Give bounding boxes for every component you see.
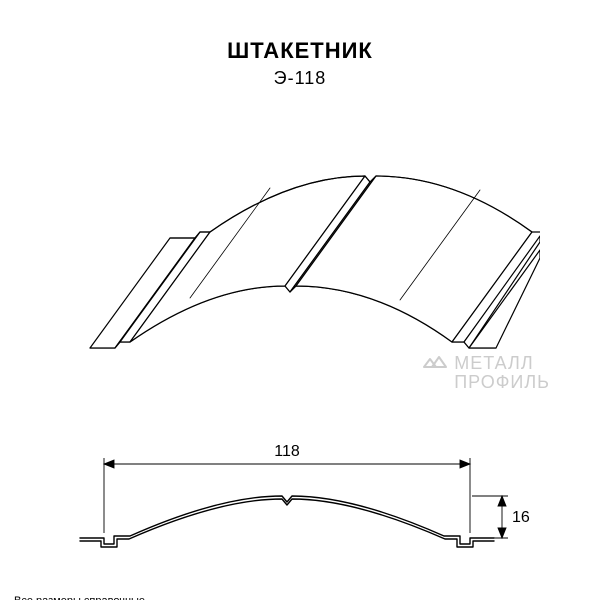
product-title: ШТАКЕТНИК (0, 38, 600, 64)
cross-section-view: 118 16 (70, 418, 530, 568)
brand-watermark: МЕТАЛЛ ПРОФИЛЬ (422, 353, 550, 392)
dim-width-label: 118 (274, 443, 300, 460)
footnotes: Все размеры справочные Допускаются откло… (14, 594, 323, 600)
brand-logo-icon (422, 353, 448, 373)
footnote-line1: Все размеры справочные (14, 594, 323, 600)
watermark-line2: ПРОФИЛЬ (422, 373, 550, 392)
isometric-svg (60, 158, 540, 378)
watermark-line1: МЕТАЛЛ (454, 354, 533, 373)
product-code: Э-118 (0, 68, 600, 89)
isometric-view (60, 158, 540, 378)
dim-height-label: 16 (512, 509, 530, 526)
cross-section-svg: 118 16 (70, 418, 530, 568)
